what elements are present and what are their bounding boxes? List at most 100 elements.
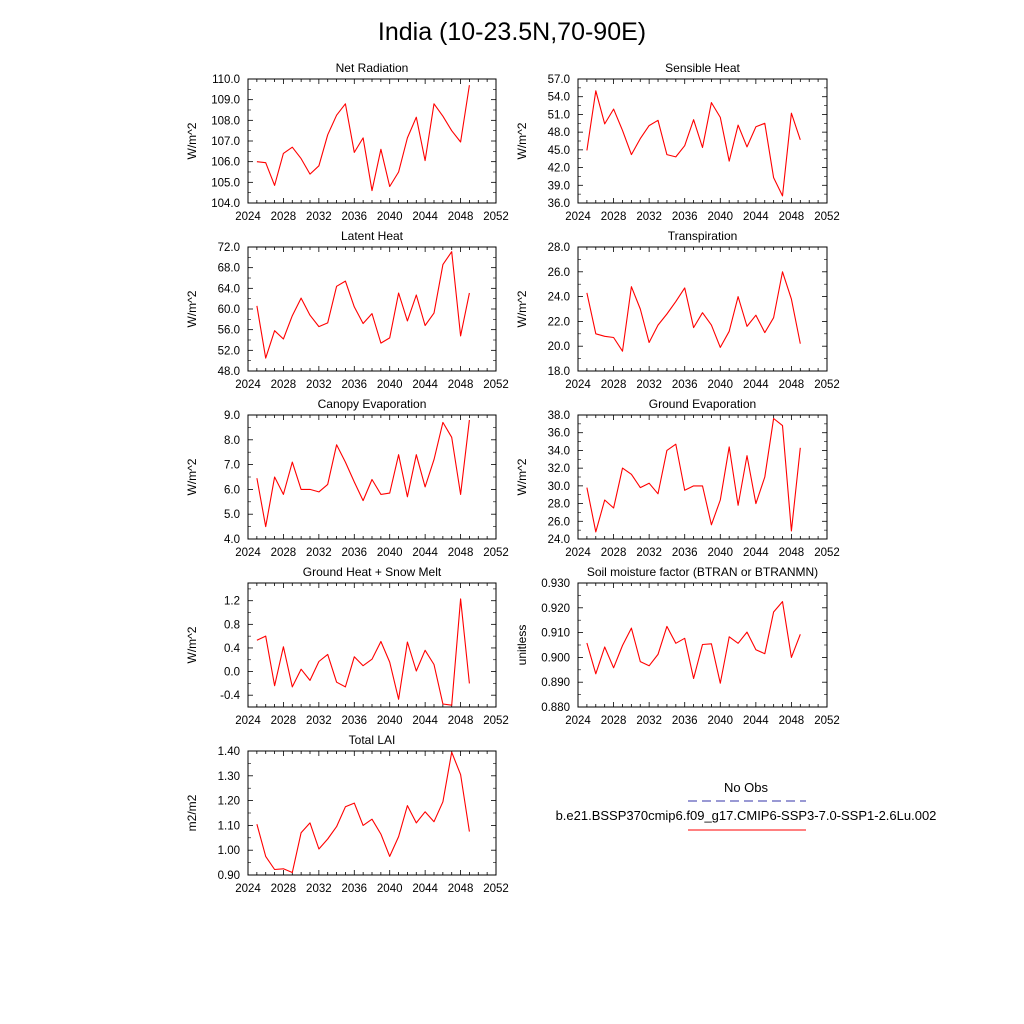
ground-evaporation-ytick-label: 28.0 [548, 499, 570, 511]
transpiration-xtick-label: 2040 [707, 379, 733, 391]
sensible-heat-series-line [586, 90, 801, 197]
soil-moisture-factor-btran-or-btranmn-xtick-label: 2048 [779, 715, 805, 727]
latent-heat-series-line [256, 251, 470, 359]
ground-evaporation-xtick-label: 2036 [672, 547, 698, 559]
transpiration-ytick-label: 28.0 [548, 242, 570, 254]
sensible-heat-xtick-label: 2048 [779, 211, 805, 223]
transpiration-xtick-label: 2036 [672, 379, 698, 391]
net-radiation-xtick-label: 2032 [306, 211, 332, 223]
canopy-evaporation-xtick-label: 2048 [448, 547, 474, 559]
latent-heat-xtick-label: 2036 [341, 379, 367, 391]
ground-heat-snow-melt-ytick-label: 0.4 [224, 643, 241, 655]
ground-heat-snow-melt-xtick-label: 2044 [412, 715, 438, 727]
panel-soil-moisture-factor-btran-or-btranmn: 2024 2028 2032 2036 2040 2044 2048 2052 0.880 0.8… [515, 565, 840, 727]
ground-heat-snow-melt-xtick-label: 2036 [341, 715, 367, 727]
latent-heat-title: Latent Heat [341, 229, 404, 243]
sensible-heat-title: Sensible Heat [665, 61, 740, 75]
ground-evaporation-xtick-label: 2032 [636, 547, 662, 559]
sensible-heat-xtick-label: 2028 [601, 211, 627, 223]
soil-moisture-factor-btran-or-btranmn-ytick-label: 0.900 [541, 652, 570, 664]
net-radiation-xtick-label: 2028 [271, 211, 297, 223]
latent-heat-xtick-label: 2048 [448, 379, 474, 391]
ground-heat-snow-melt-ylabel: W/m^2 [185, 626, 199, 663]
sensible-heat-ylabel: W/m^2 [515, 122, 529, 159]
net-radiation-xtick-label: 2024 [235, 211, 261, 223]
canopy-evaporation-xtick-label: 2036 [341, 547, 367, 559]
sensible-heat-ytick-label: 48.0 [548, 127, 570, 139]
panel-ground-evaporation: 2024 2028 2032 2036 2040 2044 2048 2052 24.0 26.0… [515, 397, 840, 559]
soil-moisture-factor-btran-or-btranmn-xtick-label: 2040 [707, 715, 733, 727]
transpiration-ylabel: W/m^2 [515, 290, 529, 327]
canopy-evaporation-xtick-label: 2028 [271, 547, 297, 559]
soil-moisture-factor-btran-or-btranmn-ytick-label: 0.880 [541, 702, 570, 714]
ground-evaporation-ytick-label: 34.0 [548, 445, 570, 457]
ground-evaporation-ytick-label: 38.0 [548, 410, 570, 422]
soil-moisture-factor-btran-or-btranmn-ylabel: unitless [515, 625, 529, 666]
legend-label-obs: No Obs [724, 780, 769, 795]
panel-canopy-evaporation: 2024 2028 2032 2036 2040 2044 2048 2052 4.0 5.0 6.… [185, 397, 509, 559]
net-radiation-ytick-label: 110.0 [212, 74, 240, 86]
sensible-heat-ytick-label: 36.0 [548, 198, 570, 210]
total-lai-ytick-label: 1.10 [218, 820, 240, 832]
soil-moisture-factor-btran-or-btranmn-ytick-label: 0.910 [541, 628, 570, 640]
canopy-evaporation-xtick-label: 2024 [235, 547, 261, 559]
canopy-evaporation-ylabel: W/m^2 [185, 458, 199, 495]
panel-total-lai: 2024 2028 2032 2036 2040 2044 2048 2052 0.90 1.00… [185, 733, 509, 895]
total-lai-xtick-label: 2040 [377, 883, 403, 895]
canopy-evaporation-ytick-label: 8.0 [224, 435, 240, 447]
net-radiation-ytick-label: 109.0 [211, 95, 240, 107]
ground-heat-snow-melt-ytick-label: -0.4 [220, 690, 240, 702]
ground-evaporation-xtick-label: 2048 [779, 547, 805, 559]
canopy-evaporation-ytick-label: 9.0 [224, 410, 240, 422]
ground-evaporation-title: Ground Evaporation [649, 397, 756, 411]
panels: 2024 2028 2032 2036 2040 2044 2048 2052 104.0 105… [185, 61, 840, 895]
soil-moisture-factor-btran-or-btranmn-xtick-label: 2036 [672, 715, 698, 727]
soil-moisture-factor-btran-or-btranmn-series-line [586, 601, 801, 684]
net-radiation-ytick-label: 107.0 [211, 136, 240, 148]
ground-heat-snow-melt-xtick-label: 2028 [271, 715, 297, 727]
net-radiation-ytick-label: 105.0 [211, 177, 240, 189]
ground-heat-snow-melt-frame [247, 582, 497, 708]
latent-heat-ytick-label: 72.0 [218, 242, 240, 254]
panel-net-radiation: 2024 2028 2032 2036 2040 2044 2048 2052 104.0 105… [185, 61, 509, 223]
sensible-heat-ytick-label: 45.0 [548, 145, 570, 157]
soil-moisture-factor-btran-or-btranmn-xtick-label: 2024 [565, 715, 591, 727]
latent-heat-ytick-label: 64.0 [218, 283, 240, 295]
latent-heat-xtick-label: 2044 [412, 379, 438, 391]
ground-evaporation-ytick-label: 26.0 [548, 516, 570, 528]
sensible-heat-ytick-label: 54.0 [548, 92, 570, 104]
panel-sensible-heat: 2024 2028 2032 2036 2040 2044 2048 2052 36.0 39.0… [515, 61, 840, 223]
ground-evaporation-xtick-label: 2028 [601, 547, 627, 559]
net-radiation-frame [247, 78, 497, 204]
soil-moisture-factor-btran-or-btranmn-xtick-label: 2044 [743, 715, 769, 727]
transpiration-xtick-label: 2024 [565, 379, 591, 391]
transpiration-series-line [586, 271, 801, 352]
ground-evaporation-ytick-label: 32.0 [548, 463, 570, 475]
ground-heat-snow-melt-xtick-label: 2040 [377, 715, 403, 727]
soil-moisture-factor-btran-or-btranmn-ytick-label: 0.930 [541, 578, 570, 590]
net-radiation-ytick-label: 104.0 [211, 198, 240, 210]
soil-moisture-factor-btran-or-btranmn-ytick-label: 0.890 [541, 677, 570, 689]
latent-heat-xtick-label: 2052 [483, 379, 509, 391]
total-lai-xtick-label: 2036 [341, 883, 367, 895]
ground-heat-snow-melt-xtick-label: 2024 [235, 715, 261, 727]
ground-evaporation-xtick-label: 2024 [565, 547, 591, 559]
transpiration-xtick-label: 2032 [636, 379, 662, 391]
soil-moisture-factor-btran-or-btranmn-xtick-label: 2028 [601, 715, 627, 727]
ground-evaporation-ytick-label: 30.0 [548, 481, 570, 493]
ground-evaporation-xtick-label: 2044 [743, 547, 769, 559]
panel-ground-heat-snow-melt: 2024 2028 2032 2036 2040 2044 2048 2052 -0.4 0.0 0… [185, 565, 509, 727]
ground-evaporation-ytick-label: 24.0 [548, 534, 570, 546]
transpiration-ytick-label: 22.0 [548, 316, 570, 328]
total-lai-xtick-label: 2024 [235, 883, 261, 895]
total-lai-ytick-label: 0.90 [218, 870, 240, 882]
total-lai-ytick-label: 1.00 [218, 845, 240, 857]
net-radiation-series-line [256, 85, 470, 192]
total-lai-xtick-label: 2032 [306, 883, 332, 895]
transpiration-ytick-label: 26.0 [548, 267, 570, 279]
total-lai-xtick-label: 2052 [483, 883, 509, 895]
canopy-evaporation-xtick-label: 2040 [377, 547, 403, 559]
panel-transpiration: 2024 2028 2032 2036 2040 2044 2048 2052 18.0 20.0… [515, 229, 840, 391]
net-radiation-ylabel: W/m^2 [185, 122, 199, 159]
